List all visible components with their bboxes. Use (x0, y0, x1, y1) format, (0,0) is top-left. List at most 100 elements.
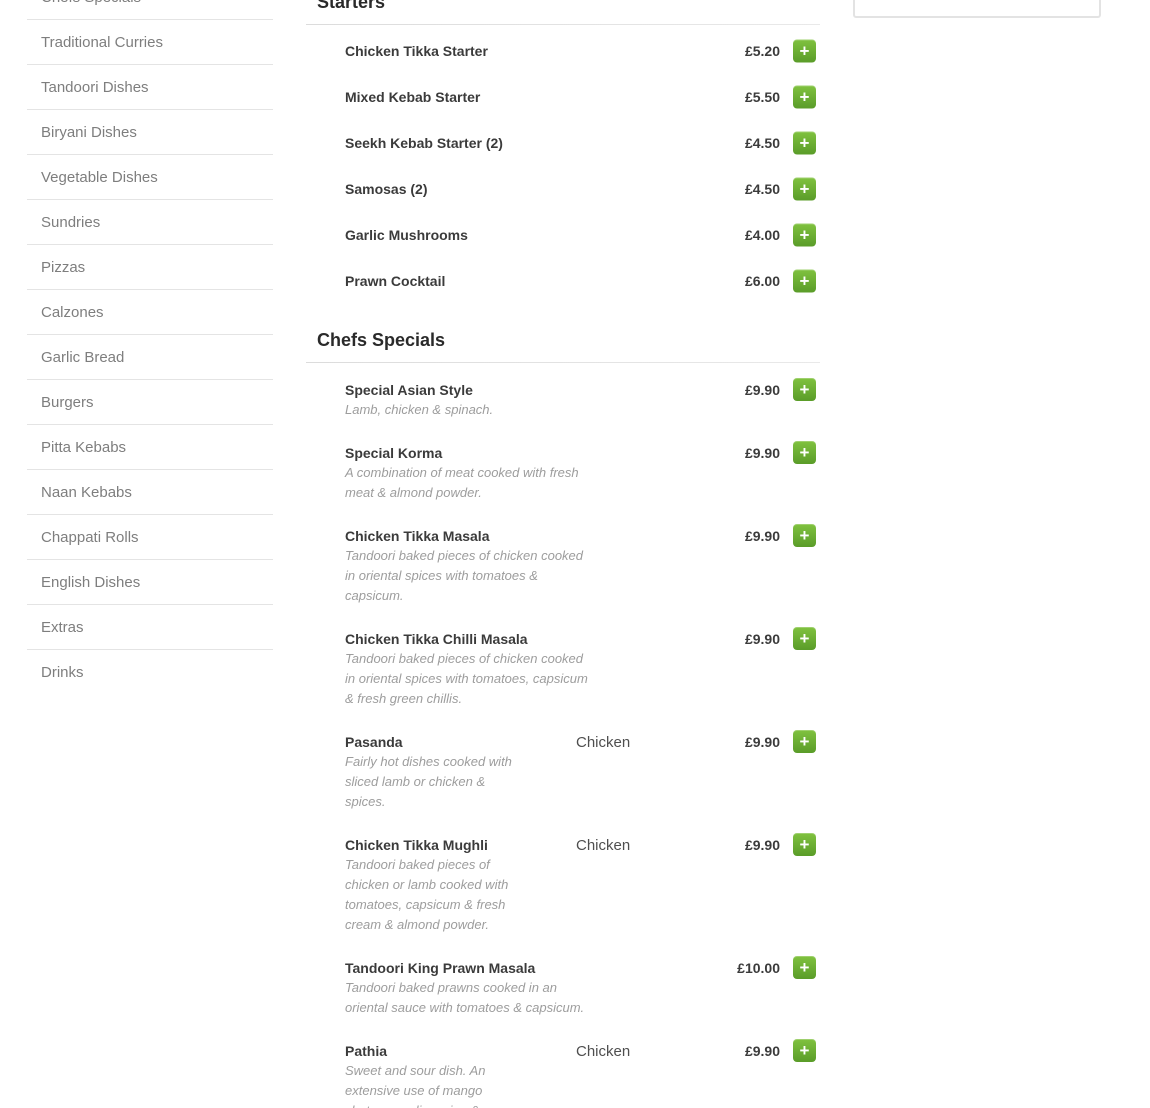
item-price: £10.00 (737, 960, 780, 976)
add-item-button[interactable]: + (793, 39, 816, 63)
sidebar-category-item[interactable]: Garlic Bread (27, 335, 273, 380)
item-name: Chicken Tikka Masala (345, 528, 490, 544)
sidebar-category-item[interactable]: English Dishes (27, 560, 273, 605)
item-name: Chicken Tikka Starter (345, 43, 488, 59)
add-item-button[interactable]: + (793, 956, 816, 979)
item-description: Fairly hot dishes cooked with sliced lam… (345, 754, 512, 809)
item-option-label: Chicken (576, 734, 631, 751)
plus-icon: + (799, 628, 810, 648)
sidebar-category-item[interactable]: Extras (27, 605, 273, 650)
item-info: Garlic Mushrooms (345, 225, 468, 245)
plus-icon: + (799, 834, 810, 854)
plus-icon: + (799, 379, 810, 399)
item-price: £9.90 (744, 445, 780, 461)
item-description: Tandoori baked pieces of chicken cooked … (345, 651, 588, 706)
menu-item-row: Chicken Tikka Starter £5.20 + (306, 28, 820, 74)
item-info: Chicken Tikka Starter (345, 41, 488, 61)
add-item-button[interactable]: + (793, 85, 816, 109)
item-name: Special Asian Style (345, 382, 473, 398)
add-item-button[interactable]: + (793, 524, 816, 547)
item-info: Samosas (2) (345, 179, 427, 199)
item-info: Special Asian Style Lamb, chicken & spin… (345, 380, 690, 420)
sidebar-category-item[interactable]: Vegetable Dishes (27, 155, 273, 200)
sidebar-category-item[interactable]: Calzones (27, 290, 273, 335)
item-option-label: Chicken (576, 1043, 631, 1060)
menu-item-row: Seekh Kebab Starter (2) £4.50 + (306, 120, 820, 166)
item-description: Sweet and sour dish. An extensive use of… (345, 1063, 486, 1108)
sidebar-category-item[interactable]: Burgers (27, 380, 273, 425)
item-name: Prawn Cocktail (345, 273, 446, 289)
add-item-button[interactable]: + (793, 223, 816, 247)
plus-icon: + (799, 87, 810, 106)
add-item-button[interactable]: + (793, 627, 816, 650)
plus-icon: + (799, 179, 810, 198)
item-price: £9.90 (744, 837, 780, 853)
add-item-button[interactable]: + (793, 269, 816, 293)
menu-item-row: Special Asian Style Lamb, chicken & spin… (306, 378, 820, 420)
item-info: Seekh Kebab Starter (2) (345, 133, 503, 153)
menu-section: Starters Chicken Tikka Starter £5.20 + M… (306, 0, 820, 304)
sidebar-category-item[interactable]: Traditional Curries (27, 20, 273, 65)
menu-content: Starters Chicken Tikka Starter £5.20 + M… (306, 0, 820, 1108)
plus-icon: + (799, 731, 810, 751)
add-item-button[interactable]: + (793, 833, 816, 856)
item-info: Chicken Tikka Chilli Masala Tandoori bak… (345, 629, 690, 709)
add-item-button[interactable]: + (793, 378, 816, 401)
sidebar-category-item[interactable]: Naan Kebabs (27, 470, 273, 515)
menu-item-row: Samosas (2) £4.50 + (306, 166, 820, 212)
menu-item-row: Prawn Cocktail £6.00 + (306, 258, 820, 304)
section-divider (306, 24, 820, 25)
plus-icon: + (799, 225, 810, 244)
item-info: Pasanda Fairly hot dishes cooked with sl… (345, 732, 690, 812)
plus-icon: + (799, 442, 810, 462)
sidebar-category-item[interactable]: Chefs Specials (27, 0, 273, 20)
menu-item-row: Tandoori King Prawn Masala Tandoori bake… (306, 956, 820, 1018)
item-info: Tandoori King Prawn Masala Tandoori bake… (345, 958, 690, 1018)
add-item-button[interactable]: + (793, 177, 816, 201)
item-description: Tandoori baked prawns cooked in an orien… (345, 980, 585, 1015)
plus-icon: + (799, 41, 810, 60)
menu-section: Chefs Specials Special Asian Style Lamb,… (306, 330, 820, 1108)
plus-icon: + (799, 133, 810, 152)
item-info: Special Korma A combination of meat cook… (345, 443, 690, 503)
plus-icon: + (799, 525, 810, 545)
item-price: £4.50 (744, 181, 780, 197)
add-item-button[interactable]: + (793, 1039, 816, 1062)
sidebar-category-item[interactable]: Tandoori Dishes (27, 65, 273, 110)
item-description: A combination of meat cooked with fresh … (345, 465, 579, 500)
plus-icon: + (799, 957, 810, 977)
item-info: Chicken Tikka Mughli Tandoori baked piec… (345, 835, 690, 935)
add-item-button[interactable]: + (793, 441, 816, 464)
item-description: Tandoori baked pieces of chicken or lamb… (345, 857, 509, 932)
sidebar-category-item[interactable]: Pizzas (27, 245, 273, 290)
item-info: Pathia Sweet and sour dish. An extensive… (345, 1041, 690, 1108)
item-name: Mixed Kebab Starter (345, 89, 481, 105)
item-price: £9.90 (744, 734, 780, 750)
menu-item-row: Special Korma A combination of meat cook… (306, 441, 820, 503)
item-name: Chicken Tikka Mughli (345, 837, 488, 853)
item-name: Special Korma (345, 445, 443, 461)
sidebar-category-item[interactable]: Chappati Rolls (27, 515, 273, 560)
item-name: Tandoori King Prawn Masala (345, 960, 536, 976)
item-info: Prawn Cocktail (345, 271, 445, 291)
item-name: Pasanda (345, 734, 403, 750)
item-name: Seekh Kebab Starter (2) (345, 135, 503, 151)
item-description: Lamb, chicken & spinach. (345, 402, 494, 417)
menu-item-row: Garlic Mushrooms £4.00 + (306, 212, 820, 258)
item-price: £5.20 (744, 43, 780, 59)
sidebar-category-item[interactable]: Pitta Kebabs (27, 425, 273, 470)
item-price: £9.90 (744, 382, 780, 398)
item-name: Samosas (2) (345, 181, 428, 197)
add-item-button[interactable]: + (793, 730, 816, 753)
sidebar-category-item[interactable]: Biryani Dishes (27, 110, 273, 155)
item-name: Chicken Tikka Chilli Masala (345, 631, 528, 647)
sidebar-category-item[interactable]: Drinks (41, 664, 84, 681)
add-item-button[interactable]: + (793, 131, 816, 155)
item-price: £9.90 (744, 528, 780, 544)
plus-icon: + (799, 271, 810, 290)
sidebar-category-item[interactable]: Sundries (27, 200, 273, 245)
section-title: Chefs Specials (317, 330, 446, 350)
item-name: Pathia (345, 1043, 388, 1059)
item-description: Tandoori baked pieces of chicken cooked … (345, 548, 584, 603)
